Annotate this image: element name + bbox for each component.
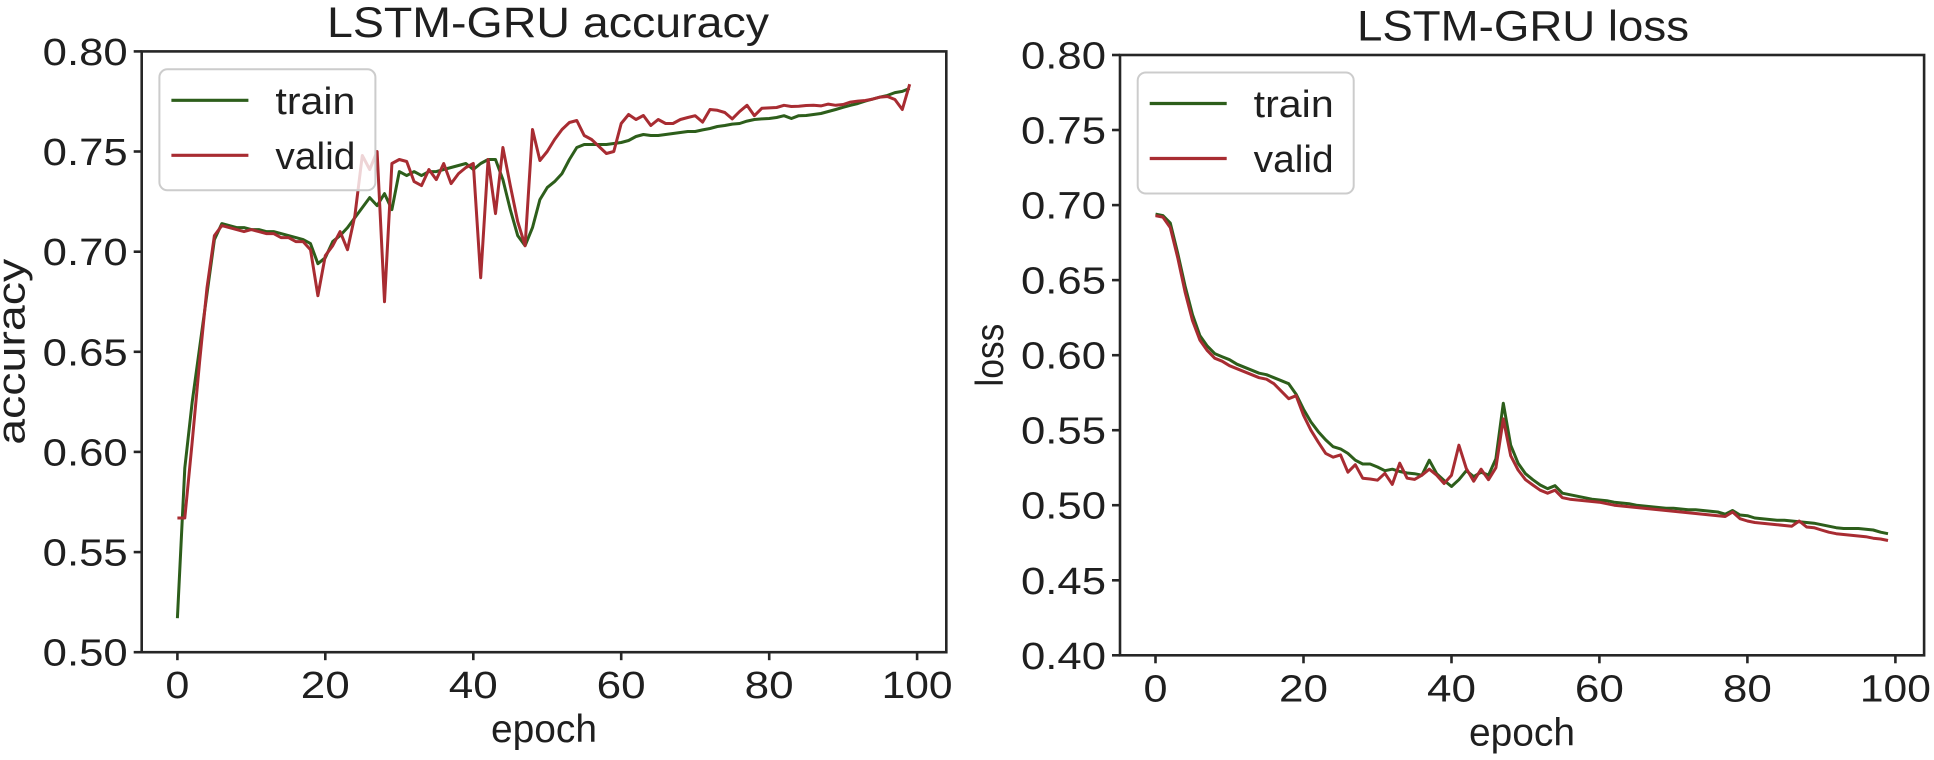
svg-text:valid: valid [275,136,355,178]
svg-text:60: 60 [1575,668,1624,710]
svg-text:20: 20 [301,665,350,707]
svg-text:0.40: 0.40 [1021,636,1106,678]
svg-text:0.65: 0.65 [1021,261,1106,303]
svg-text:100: 100 [882,665,953,707]
svg-text:loss: loss [969,324,1012,387]
svg-text:0: 0 [165,665,189,707]
svg-text:LSTM-GRU accuracy: LSTM-GRU accuracy [327,0,770,47]
svg-text:0.45: 0.45 [1021,561,1106,603]
svg-text:0.70: 0.70 [43,232,128,274]
svg-text:0: 0 [1144,668,1168,710]
svg-text:0.50: 0.50 [1021,486,1106,528]
svg-text:train: train [275,81,355,123]
svg-text:LSTM-GRU loss: LSTM-GRU loss [1357,3,1689,51]
svg-text:0.55: 0.55 [43,533,128,575]
svg-text:0.70: 0.70 [1021,186,1106,228]
svg-text:train: train [1254,84,1334,126]
svg-text:0.75: 0.75 [1021,111,1106,153]
svg-text:0.80: 0.80 [1021,36,1106,78]
svg-text:0.75: 0.75 [43,132,128,174]
svg-text:80: 80 [745,665,794,707]
svg-text:epoch: epoch [1469,711,1575,754]
svg-text:accuracy: accuracy [0,258,34,445]
svg-text:0.55: 0.55 [1021,411,1106,453]
svg-text:0.50: 0.50 [43,633,128,675]
svg-text:0.60: 0.60 [1021,336,1106,378]
svg-text:20: 20 [1279,668,1328,710]
svg-text:100: 100 [1860,668,1931,710]
svg-text:epoch: epoch [491,708,597,751]
svg-text:40: 40 [449,665,498,707]
svg-text:60: 60 [597,665,646,707]
svg-text:0.65: 0.65 [43,332,128,374]
svg-text:40: 40 [1427,668,1476,710]
svg-text:80: 80 [1723,668,1772,710]
svg-text:valid: valid [1254,139,1334,181]
svg-text:0.60: 0.60 [43,432,128,474]
svg-text:0.80: 0.80 [43,32,128,74]
